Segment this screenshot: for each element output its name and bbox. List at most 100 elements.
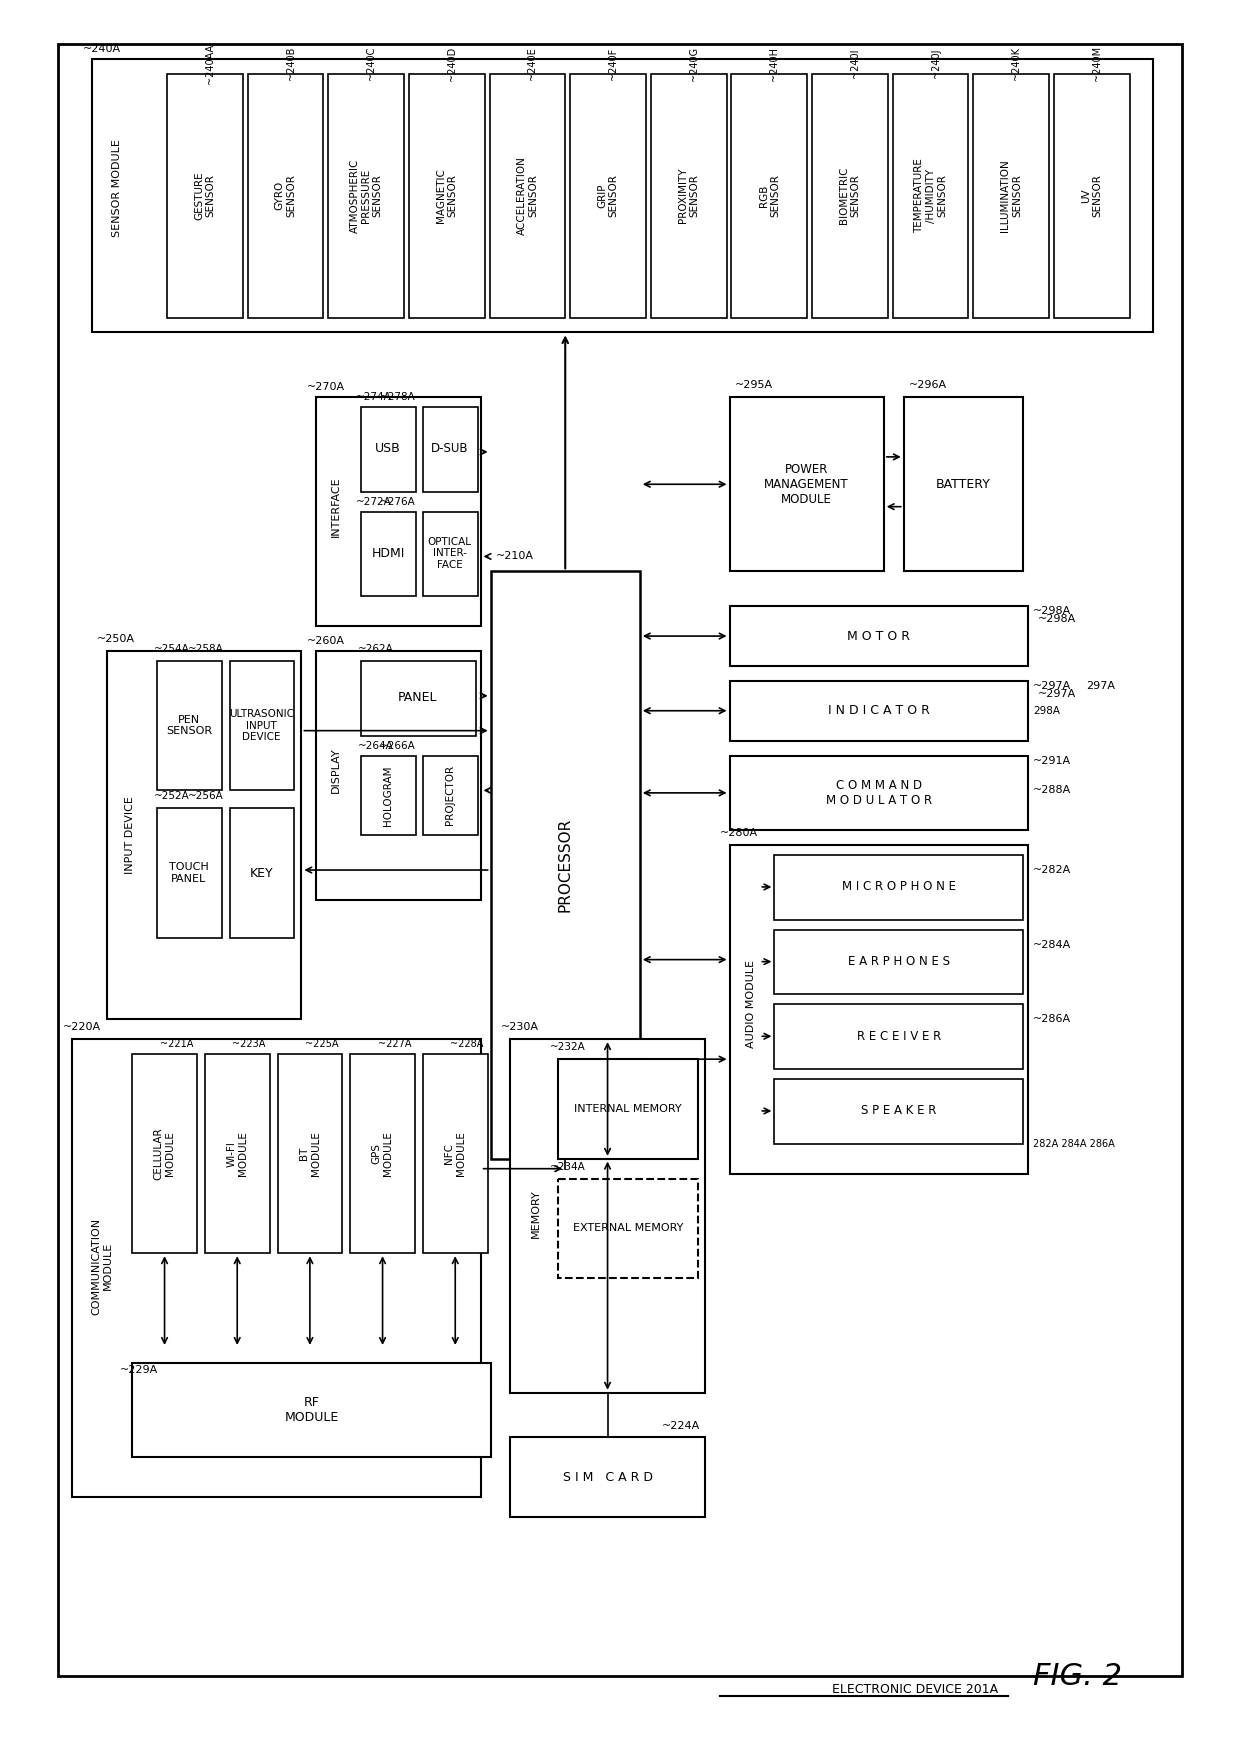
Text: ~210A: ~210A	[496, 552, 533, 561]
Text: MEMORY: MEMORY	[531, 1190, 541, 1239]
Text: ~297A: ~297A	[1033, 682, 1071, 690]
Text: ~225A: ~225A	[305, 1039, 339, 1049]
Text: I N D I C A T O R: I N D I C A T O R	[828, 704, 930, 717]
Text: ~224A: ~224A	[661, 1421, 699, 1431]
Bar	[511, 1437, 704, 1517]
Text: ~240A: ~240A	[82, 44, 120, 54]
Bar	[423, 406, 477, 492]
Text: 297A: 297A	[1086, 682, 1115, 690]
Text: ~272A: ~272A	[356, 496, 392, 506]
Text: ~240G: ~240G	[688, 47, 698, 81]
Text: ILLUMINATION
SENSOR: ILLUMINATION SENSOR	[1001, 159, 1022, 231]
Bar	[72, 1039, 481, 1498]
Text: ~252A: ~252A	[154, 792, 190, 801]
Text: TEMPERATURE
/HUMIDITY
SENSOR: TEMPERATURE /HUMIDITY SENSOR	[914, 158, 947, 233]
Bar	[570, 74, 646, 317]
Bar	[729, 844, 1028, 1174]
Text: ~234A: ~234A	[551, 1162, 587, 1172]
Bar	[205, 1055, 269, 1253]
Bar	[133, 1363, 491, 1458]
Text: ~240J: ~240J	[930, 49, 941, 79]
Text: ~232A: ~232A	[551, 1042, 587, 1053]
Bar	[732, 74, 807, 317]
Text: WI-FI
MODULE: WI-FI MODULE	[227, 1132, 248, 1176]
Text: ~278A: ~278A	[381, 392, 415, 403]
Text: ~227A: ~227A	[378, 1039, 412, 1049]
Text: E A R P H O N E S: E A R P H O N E S	[848, 955, 950, 969]
Text: CELLULAR
MODULE: CELLULAR MODULE	[154, 1128, 175, 1181]
Text: ~229A: ~229A	[120, 1365, 159, 1375]
Text: EXTERNAL MEMORY: EXTERNAL MEMORY	[573, 1223, 683, 1233]
Text: RGB
SENSOR: RGB SENSOR	[759, 173, 780, 217]
Text: GRIP
SENSOR: GRIP SENSOR	[598, 173, 619, 217]
Bar	[490, 74, 565, 317]
Bar	[229, 661, 294, 790]
Text: ~220A: ~220A	[62, 1023, 100, 1032]
Text: PROJECTOR: PROJECTOR	[445, 766, 455, 825]
Bar	[329, 74, 404, 317]
Bar	[409, 74, 485, 317]
Text: ~240H: ~240H	[769, 47, 779, 81]
Bar	[350, 1055, 415, 1253]
Text: GPS
MODULE: GPS MODULE	[372, 1132, 393, 1176]
Bar	[229, 808, 294, 937]
Text: SENSOR MODULE: SENSOR MODULE	[113, 138, 123, 237]
Bar	[774, 1004, 1023, 1069]
Bar	[423, 1055, 487, 1253]
Bar	[361, 755, 415, 836]
Text: ~240D: ~240D	[446, 47, 456, 81]
Text: COMMUNICATION
MODULE: COMMUNICATION MODULE	[92, 1218, 113, 1314]
Text: ~298A: ~298A	[1033, 606, 1071, 617]
Text: HDMI: HDMI	[371, 547, 404, 561]
Text: ~223A: ~223A	[232, 1039, 265, 1049]
Bar	[423, 755, 477, 836]
Text: ~240F: ~240F	[608, 47, 618, 81]
Text: 282A 284A 286A: 282A 284A 286A	[1033, 1139, 1115, 1149]
Text: ~221A: ~221A	[160, 1039, 193, 1049]
Text: ~240I: ~240I	[849, 49, 861, 79]
Bar	[774, 855, 1023, 920]
Text: MAGNETIC
SENSOR: MAGNETIC SENSOR	[436, 168, 458, 223]
Bar	[558, 1179, 698, 1279]
Text: INPUT DEVICE: INPUT DEVICE	[125, 795, 135, 874]
Bar	[729, 682, 1028, 741]
Text: ~276A: ~276A	[381, 496, 415, 506]
Bar	[651, 74, 727, 317]
Text: ELECTRONIC DEVICE 201A: ELECTRONIC DEVICE 201A	[832, 1684, 998, 1696]
Text: ~286A: ~286A	[1033, 1014, 1071, 1025]
Bar	[167, 74, 243, 317]
Bar	[248, 74, 324, 317]
Text: DISPLAY: DISPLAY	[331, 748, 341, 794]
Text: ~256A: ~256A	[188, 792, 223, 801]
Text: OPTICAL
INTER-
FACE: OPTICAL INTER- FACE	[428, 536, 471, 569]
Text: ~240AA: ~240AA	[205, 44, 215, 84]
Text: ~280A: ~280A	[719, 829, 758, 837]
Text: ~240B: ~240B	[285, 47, 295, 81]
Text: R E C E I V E R: R E C E I V E R	[857, 1030, 941, 1042]
Text: INTERNAL MEMORY: INTERNAL MEMORY	[574, 1104, 682, 1114]
Text: ~284A: ~284A	[1033, 939, 1071, 950]
Text: ~262A: ~262A	[358, 645, 394, 653]
Text: ~228A: ~228A	[450, 1039, 484, 1049]
Text: BIOMETRIC
SENSOR: BIOMETRIC SENSOR	[839, 166, 861, 224]
Bar	[812, 74, 888, 317]
Text: ~291A: ~291A	[1033, 755, 1071, 766]
Text: PEN
SENSOR: PEN SENSOR	[166, 715, 212, 736]
Text: S P E A K E R: S P E A K E R	[861, 1104, 936, 1118]
Text: USB: USB	[376, 443, 401, 456]
Text: POWER
MANAGEMENT
MODULE: POWER MANAGEMENT MODULE	[764, 463, 849, 506]
Bar	[729, 606, 1028, 666]
Text: C O M M A N D
M O D U L A T O R: C O M M A N D M O D U L A T O R	[826, 780, 932, 808]
Text: PROXIMITY
SENSOR: PROXIMITY SENSOR	[678, 168, 699, 223]
Text: ~270A: ~270A	[306, 382, 345, 392]
Bar	[361, 406, 415, 492]
Text: ~274A: ~274A	[356, 392, 392, 403]
Bar	[774, 930, 1023, 995]
Text: ATMOSPHERIC
PRESSURE
SENSOR: ATMOSPHERIC PRESSURE SENSOR	[350, 158, 383, 233]
Bar	[558, 1060, 698, 1158]
Text: PANEL: PANEL	[398, 692, 438, 704]
Bar	[729, 755, 1028, 830]
Bar	[108, 652, 301, 1020]
Bar	[316, 652, 481, 901]
Text: GYRO
SENSOR: GYRO SENSOR	[275, 173, 296, 217]
